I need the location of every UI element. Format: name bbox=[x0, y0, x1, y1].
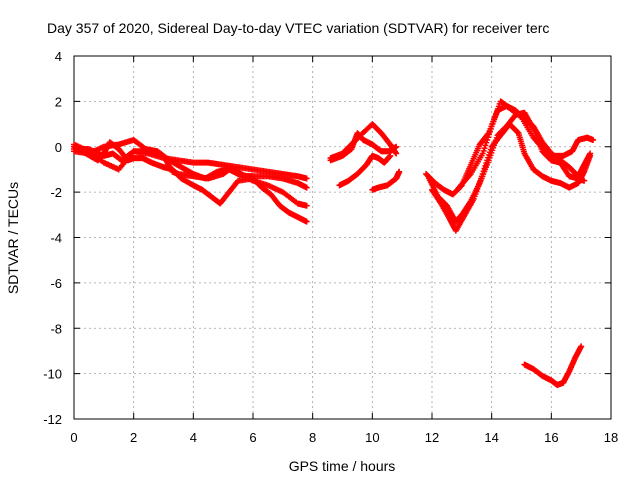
data-point bbox=[387, 152, 394, 159]
y-tick-label: -2 bbox=[50, 185, 62, 200]
x-tick-label: 10 bbox=[365, 430, 379, 445]
data-point bbox=[396, 168, 403, 175]
data-point bbox=[303, 175, 310, 182]
y-tick-label: -4 bbox=[50, 231, 62, 246]
y-tick-label: -12 bbox=[43, 412, 62, 427]
x-axis-label: GPS time / hours bbox=[289, 458, 396, 474]
series-track-g bbox=[336, 152, 394, 189]
chart-title: Day 357 of 2020, Sidereal Day-to-day VTE… bbox=[47, 20, 549, 36]
data-point bbox=[587, 152, 594, 159]
x-tick-label: 8 bbox=[309, 430, 316, 445]
data-point bbox=[393, 150, 400, 157]
series-track-c bbox=[71, 139, 310, 225]
series-track-l bbox=[455, 98, 597, 191]
series-track-i bbox=[423, 102, 594, 198]
series-track-h bbox=[369, 168, 403, 193]
series-track-k bbox=[429, 121, 594, 234]
y-tick-label: 0 bbox=[55, 140, 62, 155]
x-tick-label: 6 bbox=[249, 430, 256, 445]
data-point bbox=[303, 218, 310, 225]
data-point bbox=[303, 202, 310, 209]
y-tick-label: 2 bbox=[55, 94, 62, 109]
x-tick-label: 12 bbox=[425, 430, 439, 445]
y-axis-label: SDTVAR / TECUs bbox=[5, 182, 21, 294]
data-point bbox=[590, 136, 597, 143]
data-point bbox=[393, 143, 400, 150]
series-track-d bbox=[71, 136, 310, 191]
x-tick-label: 14 bbox=[484, 430, 498, 445]
y-tick-label: -6 bbox=[50, 276, 62, 291]
x-tick-label: 16 bbox=[544, 430, 558, 445]
axis-ticks: 0 2 4 6 8 10 12 14 16 18 -12 -10 -8 -6 -4 -2 0 2 4 bbox=[43, 49, 618, 445]
y-tick-label: 4 bbox=[55, 49, 62, 64]
x-tick-label: 0 bbox=[70, 430, 77, 445]
series-track-m bbox=[521, 343, 585, 388]
y-tick-label: -8 bbox=[50, 321, 62, 336]
x-tick-label: 18 bbox=[604, 430, 618, 445]
x-tick-label: 4 bbox=[190, 430, 197, 445]
x-tick-label: 2 bbox=[130, 430, 137, 445]
grid bbox=[74, 56, 611, 419]
data-point bbox=[303, 184, 310, 191]
data-point bbox=[578, 343, 585, 350]
data-points bbox=[71, 98, 597, 388]
series-track-f bbox=[327, 130, 400, 164]
y-tick-label: -10 bbox=[43, 367, 62, 382]
